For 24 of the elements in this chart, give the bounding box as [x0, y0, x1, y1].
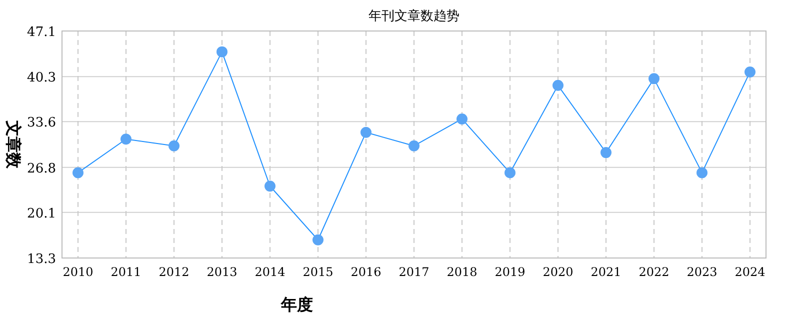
- x-tick-label: 2018: [446, 265, 478, 279]
- y-axis-title: 文章数: [4, 120, 23, 170]
- y-tick-label: 26.8: [27, 161, 56, 176]
- x-tick-label: 2010: [62, 265, 94, 279]
- x-tick-label: 2023: [686, 265, 718, 279]
- x-tick-label: 2019: [494, 265, 526, 279]
- y-tick-label: 47.1: [27, 25, 56, 40]
- x-tick-label: 2011: [110, 265, 142, 279]
- y-tick-label: 20.1: [27, 206, 56, 222]
- chart-title: 年刊文章数趋势: [368, 9, 460, 24]
- x-tick-label: 2020: [542, 265, 574, 279]
- x-tick-label: 2014: [254, 265, 286, 279]
- x-tick-label: 2021: [590, 265, 622, 279]
- x-axis-title: 年度: [280, 295, 313, 314]
- y-tick-label: 40.3: [27, 70, 56, 86]
- x-tick-label: 2015: [302, 265, 334, 279]
- x-tick-label: 2013: [206, 265, 238, 279]
- x-tick-label: 2012: [158, 265, 190, 279]
- x-tick-label: 2017: [398, 265, 430, 279]
- x-tick-label: 2022: [638, 265, 670, 279]
- x-tick-label: 2024: [734, 265, 766, 279]
- y-tick-label: 33.6: [27, 116, 56, 131]
- y-tick-label: 13.3: [27, 252, 56, 267]
- x-tick-label: 2016: [350, 265, 382, 279]
